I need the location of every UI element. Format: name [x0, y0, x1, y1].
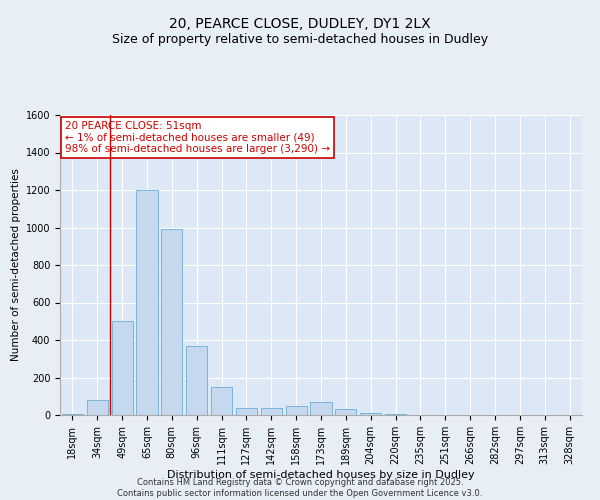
Bar [87, 400, 108, 415]
Bar [211, 387, 232, 415]
Text: Contains HM Land Registry data © Crown copyright and database right 2025.
Contai: Contains HM Land Registry data © Crown c… [118, 478, 482, 498]
Bar [236, 408, 257, 415]
Bar [261, 408, 282, 415]
Bar [385, 414, 406, 415]
Bar [286, 406, 307, 415]
Text: 20 PEARCE CLOSE: 51sqm
← 1% of semi-detached houses are smaller (49)
98% of semi: 20 PEARCE CLOSE: 51sqm ← 1% of semi-deta… [65, 121, 330, 154]
Text: Size of property relative to semi-detached houses in Dudley: Size of property relative to semi-detach… [112, 32, 488, 46]
Bar [136, 190, 158, 415]
Bar [310, 402, 332, 415]
Y-axis label: Number of semi-detached properties: Number of semi-detached properties [11, 168, 22, 362]
Bar [112, 322, 133, 415]
Bar [161, 230, 182, 415]
Bar [186, 346, 207, 415]
Bar [360, 413, 381, 415]
Text: 20, PEARCE CLOSE, DUDLEY, DY1 2LX: 20, PEARCE CLOSE, DUDLEY, DY1 2LX [169, 18, 431, 32]
X-axis label: Distribution of semi-detached houses by size in Dudley: Distribution of semi-detached houses by … [167, 470, 475, 480]
Bar [335, 410, 356, 415]
Bar [62, 414, 83, 415]
